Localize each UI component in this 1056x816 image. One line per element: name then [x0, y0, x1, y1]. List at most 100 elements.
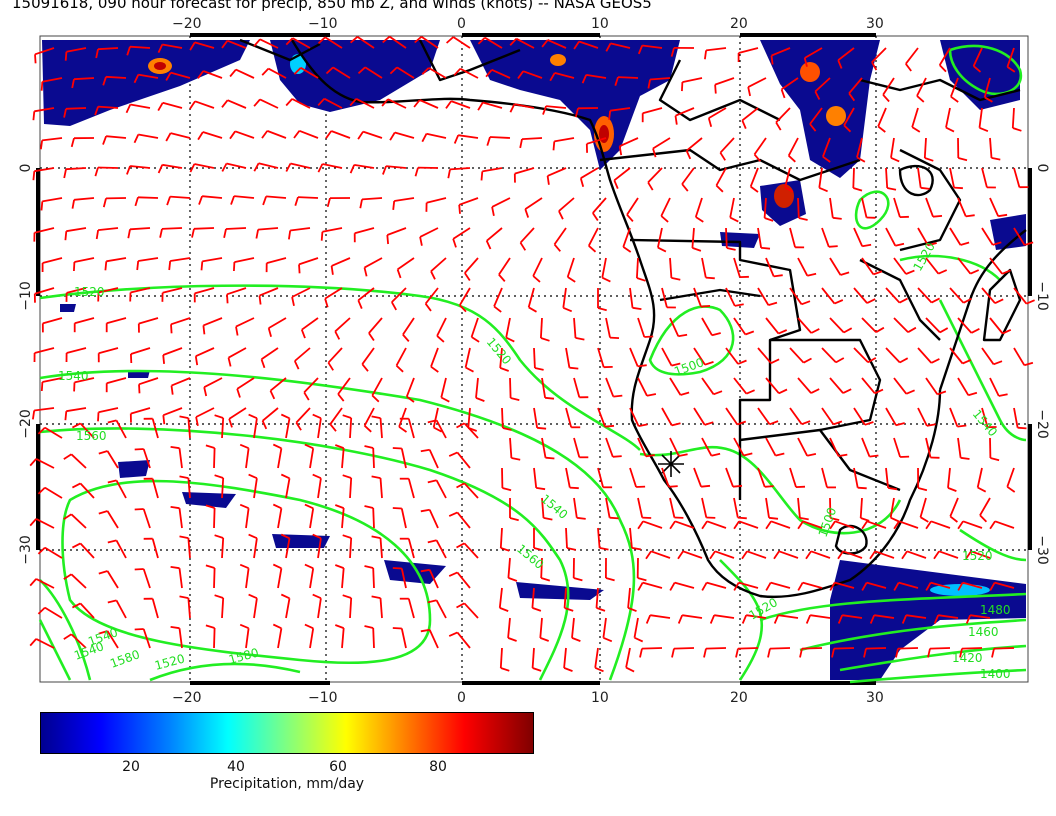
wind-barb-flag	[291, 296, 295, 306]
wind-barb-flag	[713, 390, 723, 396]
wind-barb-flag	[421, 67, 430, 75]
wind-barb	[138, 133, 159, 139]
wind-barb	[267, 67, 287, 79]
wind-barb-flag	[965, 214, 975, 218]
wind-barb-flag	[539, 637, 550, 642]
wind-barb-flag	[398, 426, 408, 433]
wind-barb-flag	[295, 422, 302, 431]
border	[770, 338, 882, 432]
wind-barb-flag	[40, 381, 44, 392]
wind-barb	[613, 167, 631, 182]
wind-barb	[733, 377, 748, 395]
wind-barb-flag	[63, 513, 72, 520]
wind-barb	[331, 257, 351, 267]
wind-barb-flag	[991, 648, 995, 658]
wind-barb	[234, 257, 255, 263]
wind-barb-flag	[491, 206, 495, 216]
wind-barb	[861, 377, 876, 394]
wind-barb-flag	[107, 479, 117, 484]
wind-barb	[486, 227, 503, 242]
wind-barb	[533, 347, 536, 369]
wind-barb	[821, 287, 836, 305]
wind-barb	[889, 497, 895, 518]
wind-barb	[843, 107, 855, 126]
wind-barb	[642, 520, 663, 529]
wind-barb	[115, 539, 127, 559]
wind-barb-flag	[138, 384, 141, 394]
wind-barb	[757, 227, 762, 248]
wind-barb	[324, 287, 343, 300]
wind-barb-flag	[920, 186, 930, 190]
y-tick-label-right: −10	[1034, 281, 1050, 311]
wind-barb-flag	[571, 637, 581, 642]
wind-barb-flag	[364, 565, 374, 569]
wind-barb-flag	[960, 456, 970, 460]
wind-barb-flag	[1024, 361, 1034, 367]
wind-barb	[546, 105, 567, 109]
wind-barb	[364, 257, 383, 269]
wind-barb	[962, 520, 983, 529]
wind-barb-flag	[645, 614, 652, 624]
wind-barb-flag	[622, 246, 632, 253]
wind-barb-flag	[608, 110, 612, 120]
wind-barb-flag	[726, 247, 736, 251]
wind-barb	[949, 347, 964, 365]
wind-barb-flag	[198, 195, 203, 205]
wind-barb-flag	[414, 36, 423, 44]
wind-barb	[532, 257, 543, 277]
wind-barb-flag	[1006, 486, 1016, 493]
wind-barb	[629, 347, 639, 367]
wind-barb	[562, 287, 567, 308]
wind-barb	[573, 317, 577, 338]
wind-barb	[810, 550, 831, 559]
wind-barb	[419, 99, 439, 109]
wind-barb	[470, 317, 479, 338]
wind-barb	[540, 317, 543, 339]
wind-barb	[322, 163, 343, 169]
wind-barb	[509, 437, 513, 459]
wind-barb-flag	[427, 479, 437, 484]
wind-barb	[789, 467, 797, 488]
wind-barb	[499, 527, 503, 549]
wind-barb-flag	[524, 208, 530, 218]
wind-barb	[950, 77, 959, 98]
wind-barb-flag	[102, 76, 107, 86]
wind-barb-flag	[671, 422, 681, 427]
wind-barb-flag	[835, 357, 845, 364]
precip-area	[720, 232, 760, 248]
wind-barb-flag	[414, 167, 419, 177]
wind-barb-flag	[700, 305, 711, 308]
wind-barb-flag	[359, 199, 363, 209]
wind-barb	[681, 167, 695, 185]
wind-barb-flag	[1026, 299, 1035, 305]
wind-barb	[705, 647, 727, 650]
precip-area	[384, 560, 446, 584]
wind-barb-flag	[534, 367, 544, 371]
wind-barb-flag	[205, 624, 215, 629]
wind-barb-flag	[499, 607, 509, 612]
wind-barb	[586, 137, 607, 145]
wind-barb-flag	[262, 196, 267, 206]
x-tick-label-bottom: 30	[866, 690, 884, 706]
wind-barb	[669, 377, 682, 396]
x-tick-label-top: 20	[730, 16, 748, 32]
wind-barb	[79, 422, 95, 439]
contour-line	[639, 445, 902, 535]
wind-barb	[290, 162, 311, 169]
wind-barb-flag	[784, 186, 794, 193]
wind-barb-flag	[669, 582, 676, 591]
wind-barb	[919, 497, 927, 518]
wind-barb	[733, 317, 747, 336]
wind-barb-flag	[125, 104, 132, 114]
wind-barb-flag	[157, 164, 164, 174]
wind-barb	[829, 197, 834, 218]
wind-barb-flag	[704, 361, 714, 366]
wind-barb-flag	[133, 134, 140, 144]
wind-barb	[885, 227, 897, 247]
wind-barb-flag	[737, 359, 747, 365]
wind-barb	[686, 137, 703, 152]
contour-label: 1420	[952, 651, 983, 665]
contour-line	[948, 44, 1023, 96]
wind-barb-flag	[486, 136, 491, 146]
wind-barb	[245, 628, 250, 649]
